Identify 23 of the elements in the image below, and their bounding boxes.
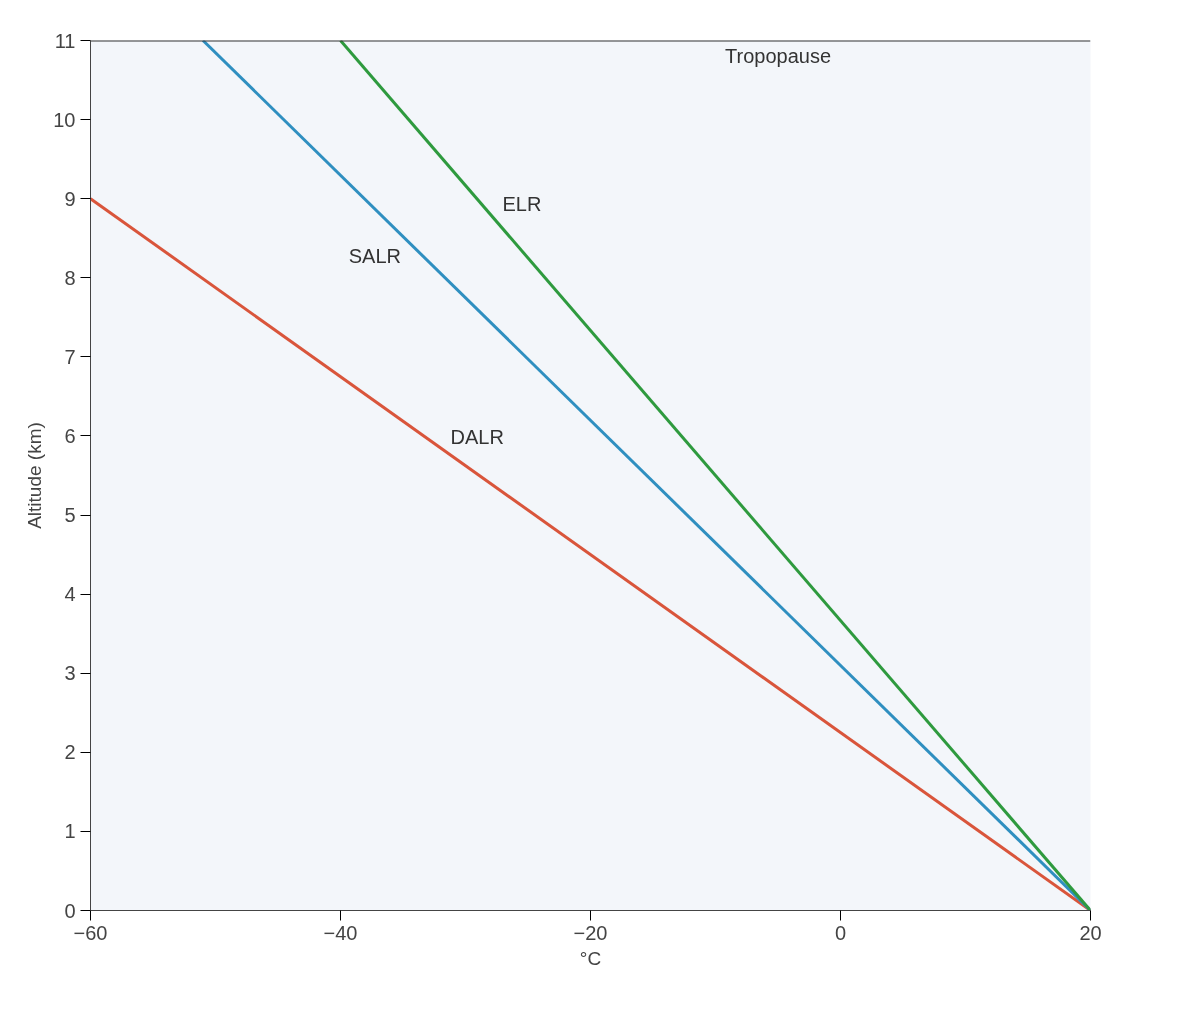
y-tick-label: 11	[54, 29, 76, 52]
y-tick-label: 4	[64, 583, 76, 606]
y-tick-label: 8	[64, 266, 76, 289]
series-label: ELR	[502, 192, 542, 215]
x-tick-label: −40	[323, 921, 358, 944]
y-tick-label: 9	[64, 187, 76, 210]
y-tick-label: 10	[53, 108, 76, 131]
series-label: SALR	[348, 244, 401, 267]
y-tick-label: 0	[64, 899, 76, 922]
series-label: DALR	[450, 425, 504, 448]
x-tick-label: −20	[573, 921, 608, 944]
x-tick-label: 20	[1079, 921, 1102, 944]
y-tick-label: 3	[64, 662, 76, 685]
x-tick-label: −60	[73, 921, 108, 944]
y-tick-label: 2	[64, 741, 76, 764]
y-axis-title: Altitude (km)	[24, 422, 46, 529]
y-tick-label: 1	[64, 820, 76, 843]
y-tick-label: 5	[64, 504, 76, 527]
x-tick-label: 0	[834, 921, 847, 944]
y-tick-label: 6	[64, 424, 76, 447]
x-axis-title: °C	[579, 947, 602, 969]
ref-line-label: Tropopause	[725, 44, 831, 67]
y-tick-label: 7	[64, 345, 76, 368]
